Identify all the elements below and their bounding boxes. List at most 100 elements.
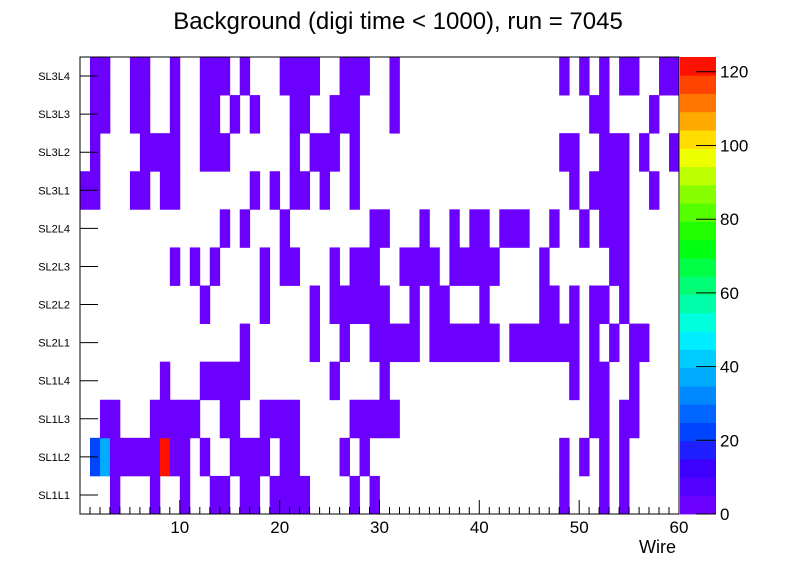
heatmap-cell	[349, 399, 360, 439]
heatmap-cell	[439, 285, 450, 324]
heatmap-cell	[109, 437, 121, 477]
heatmap-cell	[599, 399, 610, 439]
heatmap-cell	[489, 247, 500, 286]
heatmap-cell	[599, 133, 610, 172]
heatmap-cell	[469, 323, 480, 363]
heatmap-cell	[169, 399, 181, 439]
heatmap-cell	[379, 323, 390, 363]
heatmap-cell	[569, 323, 580, 363]
heatmap-cell	[109, 399, 121, 439]
color-scale-tick-label: 60	[720, 284, 739, 303]
heatmap-cell	[349, 95, 360, 134]
heatmap-cell	[349, 171, 360, 210]
heatmap-cell	[129, 95, 141, 134]
heatmap-cell	[619, 437, 630, 477]
color-scale-tick-label: 120	[720, 63, 748, 82]
heatmap-cell	[99, 57, 111, 96]
heatmap-cell	[449, 247, 460, 286]
x-tick-label: 10	[170, 518, 189, 537]
x-tick-label: 60	[670, 518, 689, 537]
heatmap-cell	[619, 285, 630, 324]
heatmap-cell	[169, 171, 181, 210]
heatmap-cell	[239, 361, 251, 401]
heatmap-cell	[589, 399, 600, 439]
heatmap-cell	[429, 285, 440, 324]
color-scale-segment	[680, 258, 716, 277]
color-scale-tick-label: 80	[720, 210, 739, 229]
chart-title: Background (digi time < 1000), run = 704…	[173, 8, 623, 35]
heatmap-cell	[129, 437, 141, 477]
heatmap-cell	[139, 437, 151, 477]
heatmap-cell	[419, 209, 430, 248]
color-scale-tick-label: 40	[720, 358, 739, 377]
heatmap-cell	[379, 399, 390, 439]
heatmap-cell	[569, 361, 580, 401]
x-tick-label: 50	[570, 518, 589, 537]
heatmap-cell	[99, 95, 111, 134]
heatmap-cell	[599, 285, 610, 324]
heatmap-cell	[249, 475, 261, 515]
heatmap-cell	[269, 399, 281, 439]
heatmap-cell	[559, 437, 570, 477]
heatmap-cell	[99, 399, 111, 439]
y-tick-label: SL3L2	[38, 147, 70, 159]
heatmap-cell	[329, 247, 340, 286]
heatmap-cell	[619, 247, 630, 286]
heatmap-cell	[619, 171, 630, 210]
heatmap-cell	[209, 95, 221, 134]
heatmap-cell	[149, 133, 161, 172]
heatmap-cell	[459, 247, 470, 286]
heatmap-cell	[299, 57, 311, 96]
heatmap-cell	[349, 57, 360, 96]
heatmap-cell	[329, 361, 340, 401]
heatmap-cell	[599, 171, 610, 210]
heatmap-cell	[549, 209, 560, 248]
heatmap-cell	[599, 209, 610, 248]
heatmap-cell	[589, 361, 600, 401]
heatmap-cell	[339, 57, 350, 96]
heatmap-cell	[389, 399, 400, 439]
heatmap-cell	[539, 247, 550, 286]
heatmap-cell	[609, 133, 620, 172]
heatmap-cell	[209, 133, 221, 172]
heatmap-cell	[239, 475, 251, 515]
heatmap-cell	[369, 475, 380, 515]
heatmap-cell	[199, 361, 211, 401]
heatmap-cell	[219, 361, 231, 401]
heatmap-cell	[619, 133, 630, 172]
heatmap-cell	[509, 323, 520, 363]
color-scale-segment	[680, 459, 716, 478]
heatmap-cell	[549, 285, 560, 324]
color-scale-segment	[680, 57, 716, 76]
heatmap-cell	[339, 95, 350, 134]
heatmap-cell	[379, 361, 390, 401]
heatmap-cell	[349, 475, 360, 515]
color-scale-segment	[680, 203, 716, 222]
heatmap-cell	[589, 285, 600, 324]
y-tick-label: SL2L1	[38, 338, 70, 350]
heatmap-cell	[329, 133, 340, 172]
heatmap-cell	[599, 475, 610, 515]
heatmap-cell	[599, 57, 610, 96]
y-tick-label: SL2L4	[38, 223, 70, 235]
color-scale-segment	[680, 404, 716, 423]
heatmap-cell	[599, 361, 610, 401]
heatmap-cell	[429, 247, 440, 286]
heatmap-cell	[659, 57, 670, 96]
heatmap-cell	[239, 323, 251, 363]
heatmap-cell	[229, 399, 241, 439]
heatmap-cell	[559, 57, 570, 96]
heatmap-cell	[289, 399, 301, 439]
heatmap-cell	[219, 209, 231, 248]
heatmap-cell	[289, 437, 301, 477]
heatmap-cell	[289, 95, 301, 134]
heatmap-cell	[259, 437, 271, 477]
color-scale-segment	[680, 495, 716, 515]
heatmap-cell	[229, 361, 241, 401]
heatmap-cell	[199, 285, 211, 324]
heatmap-cell	[179, 475, 191, 515]
y-tick-label: SL3L3	[38, 109, 70, 121]
x-axis-label: Wire	[639, 537, 676, 557]
